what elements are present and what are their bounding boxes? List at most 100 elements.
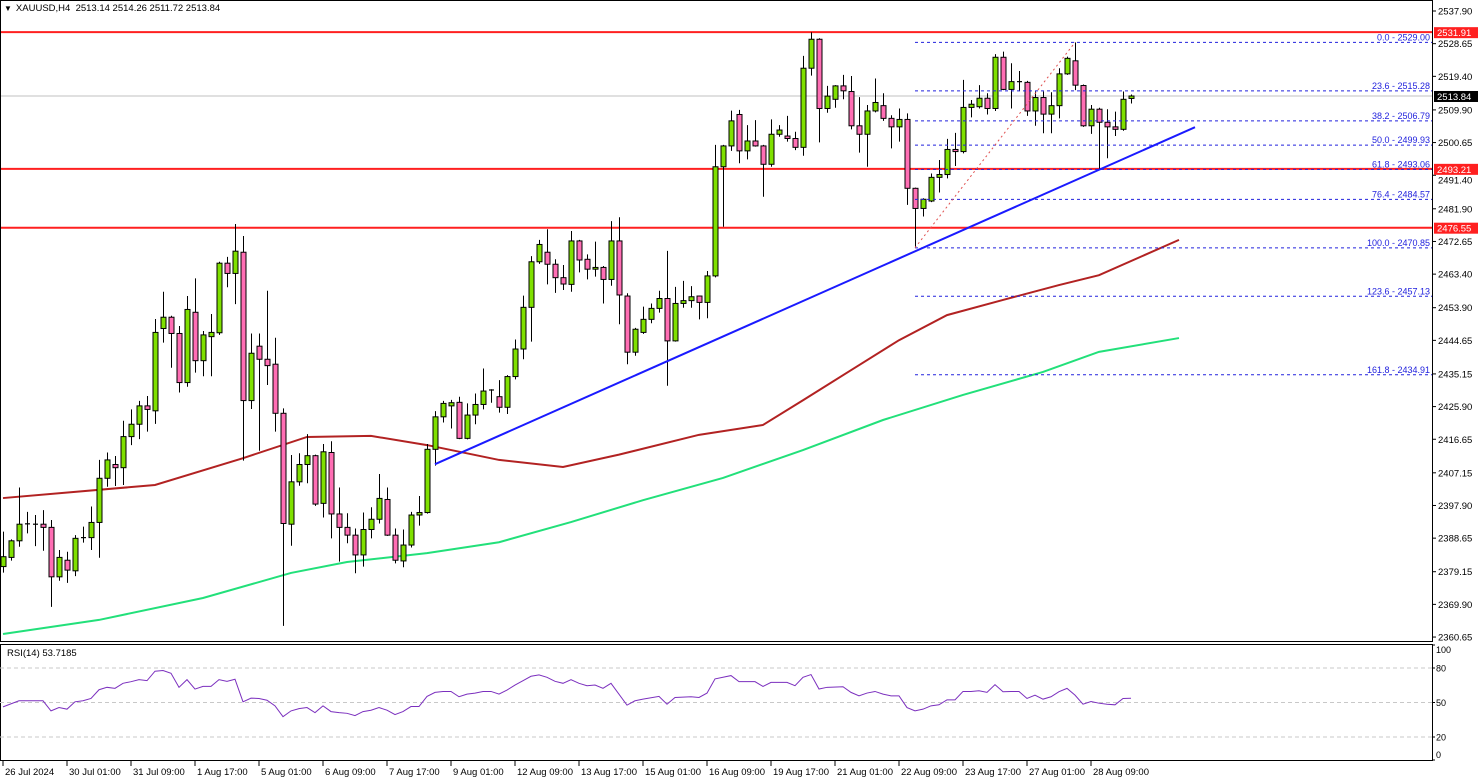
candle-body	[56, 556, 63, 578]
collapse-triangle-icon[interactable]: ▼	[4, 4, 12, 13]
candle-body	[576, 240, 583, 261]
candle-body	[352, 534, 359, 556]
candle	[224, 256, 231, 288]
level-price-tag-bg	[1434, 222, 1478, 234]
candle	[1128, 94, 1135, 104]
candle	[1056, 68, 1063, 119]
candle-body	[912, 187, 919, 209]
candle	[576, 239, 583, 273]
candle-body	[1040, 97, 1047, 115]
candle	[976, 85, 983, 109]
candle	[272, 337, 279, 432]
candle-body	[672, 302, 679, 342]
candle	[584, 254, 591, 280]
y-tick-label: 2509.90	[1438, 105, 1472, 116]
candle-body	[544, 251, 551, 265]
candle-body	[256, 345, 263, 360]
candle-body	[400, 544, 407, 562]
candle	[1096, 107, 1103, 170]
candle	[112, 456, 119, 487]
candle	[520, 295, 527, 360]
candle	[952, 132, 959, 167]
candle-body	[744, 140, 751, 152]
candle-body	[280, 412, 287, 524]
candle	[152, 318, 159, 424]
candle	[904, 113, 911, 205]
candle-body	[584, 258, 591, 270]
candle	[1104, 109, 1111, 159]
candle	[648, 303, 655, 324]
x-tick-label: 28 Aug 09:00	[1093, 767, 1149, 778]
candle-body	[600, 266, 607, 280]
candle	[984, 93, 991, 115]
candle	[992, 54, 999, 111]
candle-body	[336, 513, 343, 528]
candle-body	[960, 106, 967, 153]
candle-body	[272, 363, 279, 414]
y-tick-label: 2472.65	[1438, 237, 1472, 248]
candle-body	[928, 176, 935, 202]
candle-body	[408, 514, 415, 546]
candle-body	[1104, 121, 1111, 128]
candle-body	[1096, 108, 1103, 123]
candle	[256, 333, 263, 451]
x-tick-label: 12 Aug 09:00	[517, 767, 573, 778]
candle-body	[608, 240, 615, 280]
candle	[816, 38, 823, 143]
candle-body	[368, 518, 375, 530]
candle-body	[984, 97, 991, 109]
level-price-tag: 2531.91	[1437, 28, 1471, 39]
candle-body	[360, 528, 367, 556]
fib-level-label: 61.8 - 2493.06	[1372, 159, 1430, 169]
candle-body	[120, 436, 127, 469]
candle-body	[504, 376, 511, 408]
candle	[808, 32, 815, 76]
candle	[872, 78, 879, 113]
candle	[64, 551, 71, 583]
candle	[784, 115, 791, 142]
candle-body	[1008, 81, 1015, 90]
candle	[264, 290, 271, 386]
candle-body	[696, 295, 703, 303]
candle-body	[664, 298, 671, 342]
candle	[912, 187, 919, 248]
y-tick-label: 2397.90	[1438, 501, 1472, 512]
candle-body	[1048, 105, 1055, 115]
candle-body	[848, 91, 855, 127]
candle	[824, 85, 831, 113]
candle	[920, 198, 927, 217]
candle	[1032, 91, 1039, 126]
candle	[280, 408, 287, 626]
candle	[616, 217, 623, 325]
candle	[536, 239, 543, 264]
candle	[856, 97, 863, 153]
candle	[25, 511, 30, 534]
candle-body	[808, 38, 815, 69]
candle-body	[712, 166, 719, 277]
candle	[40, 510, 47, 551]
candle	[320, 444, 327, 518]
candle	[1080, 84, 1087, 127]
candle-body	[880, 105, 887, 119]
candle	[592, 241, 599, 277]
candle-body	[864, 110, 871, 135]
candle	[936, 160, 943, 193]
candle	[776, 125, 783, 137]
candle-body	[64, 559, 71, 571]
candle-body	[904, 118, 911, 189]
candle	[200, 330, 207, 377]
x-tick-label: 27 Aug 01:00	[1029, 767, 1085, 778]
candle-body	[1032, 97, 1039, 112]
candle-body	[512, 348, 519, 378]
drawings-layer: 0.0 - 2529.00 23.6 - 2515.28 38.2 - 2506.7…	[434, 32, 1432, 466]
candle-body	[304, 455, 311, 466]
candle	[528, 256, 535, 342]
candle	[1120, 91, 1127, 131]
level-price-tag-bg	[1434, 163, 1478, 175]
current-price-tag: 2513.84	[1437, 92, 1471, 103]
candle	[248, 333, 255, 410]
candle-body	[1112, 126, 1119, 130]
x-tick-label: 9 Aug 01:00	[453, 767, 504, 778]
candle	[384, 487, 391, 536]
